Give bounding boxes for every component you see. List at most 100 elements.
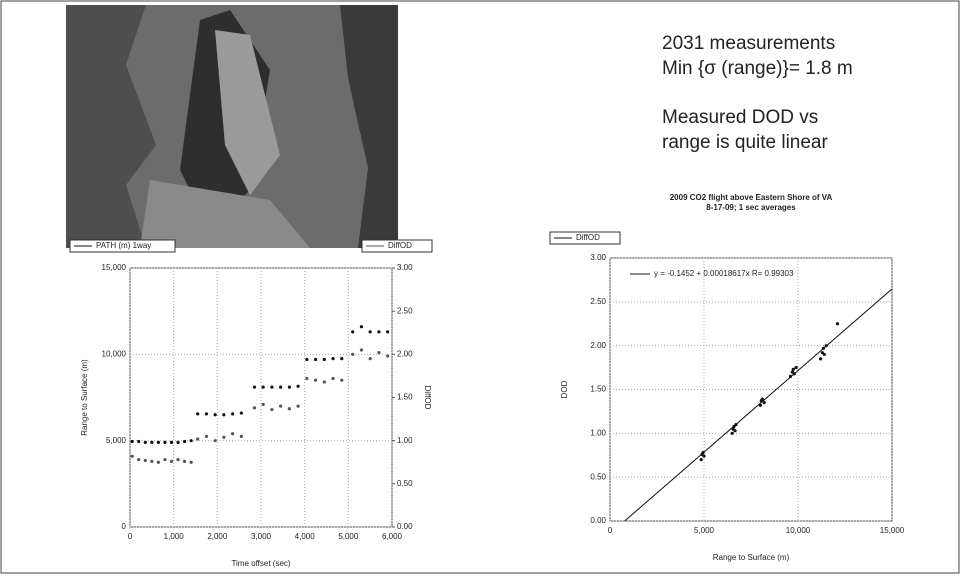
data-point (231, 412, 235, 416)
data-point (163, 458, 167, 462)
x-tick-label: 5,000 (694, 526, 715, 535)
data-point (305, 357, 309, 362)
data-point (340, 357, 344, 361)
y-tick-label: 0.50 (590, 472, 606, 481)
data-point (287, 385, 291, 389)
data-point (137, 458, 141, 462)
data-point (386, 330, 390, 334)
text-line: Min {σ (range)}= 1.8 m (662, 58, 853, 79)
y2-tick-label: 2.50 (397, 306, 413, 315)
data-point (163, 440, 167, 444)
data-point (377, 330, 381, 334)
data-point (176, 458, 180, 462)
y-tick-label: 2.00 (590, 341, 606, 350)
y-tick-label: 15,000 (102, 263, 127, 272)
data-point (702, 454, 706, 458)
aerial-image (66, 5, 398, 248)
data-point (252, 406, 257, 410)
y2-axis-label: DiffOD (423, 386, 432, 410)
y2-tick-label: 1.00 (397, 436, 413, 445)
y2-tick-label: 1.50 (397, 393, 413, 402)
data-point (340, 378, 344, 382)
y-tick-label: 5,000 (106, 436, 127, 445)
data-point (213, 413, 217, 417)
data-point (794, 365, 798, 370)
x-axis-label: Range to Surface (m) (713, 553, 790, 562)
data-point (818, 357, 823, 361)
data-point (287, 407, 291, 411)
data-point (351, 352, 355, 356)
data-point (239, 434, 243, 438)
y-tick-label: 1.00 (590, 428, 606, 437)
y2-tick-label: 0.50 (397, 479, 413, 488)
y-tick-label: 1.50 (590, 385, 606, 394)
data-point (699, 458, 703, 462)
data-point (377, 351, 381, 355)
y-tick-label: 2.50 (590, 297, 606, 306)
data-point (351, 330, 355, 334)
data-point (368, 330, 372, 334)
x-tick-label: 5,000 (338, 532, 359, 541)
y2-tick-label: 2.00 (397, 349, 413, 358)
x-tick-label: 15,000 (880, 526, 905, 535)
data-point (231, 432, 235, 436)
data-point (322, 357, 326, 362)
data-point (730, 431, 734, 435)
data-point (156, 460, 160, 464)
x-tick-label: 4,000 (295, 532, 316, 541)
data-point (239, 411, 243, 415)
data-point (182, 459, 187, 463)
data-point (204, 412, 209, 416)
data-point (196, 437, 200, 441)
data-point (222, 413, 226, 417)
data-point (296, 404, 300, 408)
data-point (270, 385, 274, 389)
y-tick-label: 0 (122, 522, 127, 531)
data-point (331, 376, 335, 381)
data-point (791, 367, 795, 371)
data-point (261, 385, 265, 389)
legend-box (361, 239, 433, 253)
data-point (176, 440, 180, 444)
legend-box (69, 239, 176, 253)
fit-line (624, 288, 893, 522)
data-point (182, 439, 187, 444)
data-point (835, 322, 840, 326)
data-point (733, 429, 737, 433)
data-point (189, 460, 193, 464)
y2-tick-label: 3.00 (397, 263, 413, 272)
data-point (322, 380, 326, 384)
data-point (822, 352, 826, 357)
data-point (296, 384, 300, 388)
y2-tick-label: 0.00 (397, 522, 413, 531)
data-point (359, 348, 364, 352)
data-point (143, 440, 147, 444)
y-axis-label: DOD (560, 380, 569, 398)
text-line: Measured DOD vs (662, 107, 818, 128)
data-point (386, 354, 390, 358)
data-point (760, 397, 764, 401)
y-tick-label: 3.00 (590, 253, 606, 262)
data-point (130, 439, 134, 444)
data-point (130, 454, 134, 458)
data-point (279, 385, 283, 389)
data-point (368, 357, 372, 361)
data-point (313, 357, 318, 362)
data-point (213, 439, 217, 443)
fit-label: y = -0.1452 + 0.00018617x R= 0.99303 (654, 269, 794, 278)
data-point (196, 412, 200, 416)
data-point (270, 407, 274, 412)
legend-label: DiffOD (388, 241, 412, 250)
x-tick-label: 1,000 (164, 532, 185, 541)
data-point (169, 459, 174, 463)
y-axis-label: Range to Surface (m) (80, 359, 89, 436)
y-tick-label: 0.00 (590, 516, 606, 525)
data-point (156, 440, 160, 444)
data-point (359, 325, 364, 329)
data-point (189, 439, 193, 443)
data-point (150, 440, 154, 444)
x-tick-label: 6,000 (382, 532, 403, 541)
data-point (137, 439, 141, 444)
x-tick-label: 2,000 (207, 532, 228, 541)
